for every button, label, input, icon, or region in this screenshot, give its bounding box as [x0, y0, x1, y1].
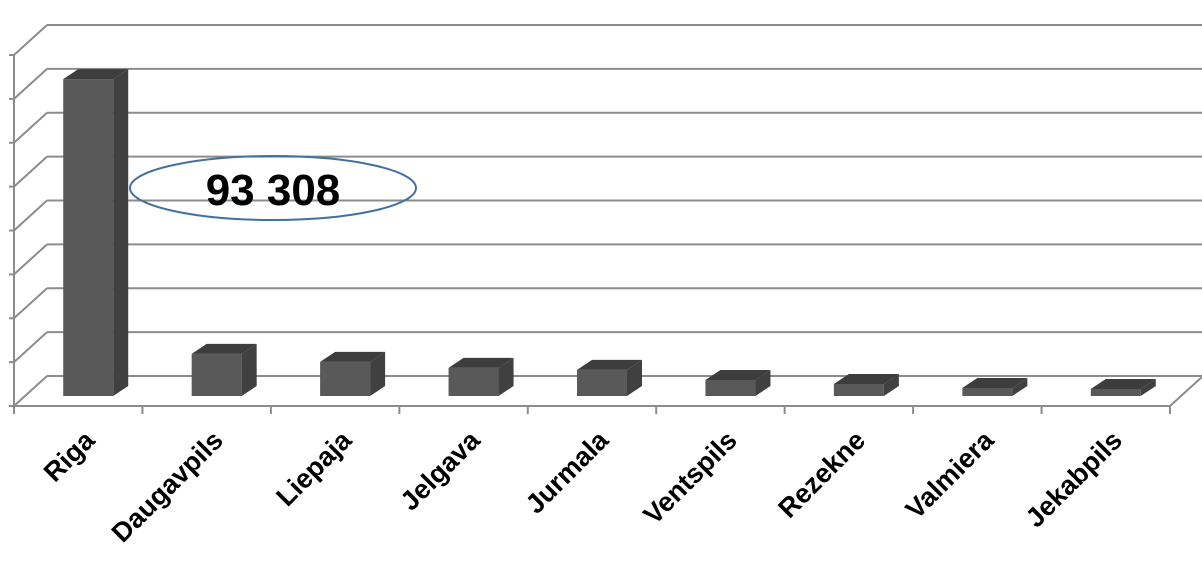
bar-front: [448, 367, 499, 396]
bar-side: [1140, 378, 1156, 396]
bar-side: [241, 343, 257, 396]
bar-jelgava: [448, 357, 514, 396]
gridline-side: [13, 287, 48, 319]
bar-top: [962, 377, 1028, 388]
x-tick-labels: Riga Daugavpils Liepaja Jelgava Jurmala Vents…: [38, 424, 1128, 548]
bar-top: [1090, 378, 1156, 389]
bar-top: [577, 359, 642, 370]
callout-ellipse: [129, 155, 417, 221]
bar-side: [370, 351, 386, 396]
gridline-side: [13, 199, 48, 232]
gridline-side: [13, 155, 48, 188]
bar-liepaja: [320, 351, 386, 396]
x-tick-label: Rezekne: [772, 425, 871, 524]
x-tick-label: Valmiera: [900, 424, 1000, 524]
bar-valmiera: [962, 377, 1028, 396]
bar-jurmala: [577, 359, 642, 396]
axes: [9, 54, 1202, 414]
x-tick-label: Jelgava: [395, 424, 487, 516]
bar-front: [577, 369, 627, 396]
bar-top: [833, 373, 899, 384]
bar-front: [1090, 388, 1141, 396]
bar-top: [63, 69, 129, 80]
bar-side: [627, 359, 642, 396]
gridline-side: [13, 24, 48, 56]
floor-edge: [1169, 375, 1202, 407]
callout: 93 308: [129, 155, 417, 221]
bar-top: [191, 343, 257, 354]
bar-rezekne: [833, 373, 899, 396]
bars: [63, 69, 1156, 397]
bar-front: [705, 379, 756, 396]
bar-front: [320, 361, 371, 396]
x-tick-label: Riga: [38, 424, 101, 487]
gridline-side: [13, 243, 48, 276]
gridlines: [13, 24, 1202, 407]
x-tick-label: Ventspils: [638, 425, 743, 530]
bar-front: [63, 79, 114, 397]
bar-side: [1012, 377, 1028, 396]
gridline-side: [13, 331, 48, 363]
gridline-side: [13, 112, 48, 144]
bar-front: [833, 383, 884, 396]
bar-jekabpils: [1090, 378, 1156, 396]
bar-front: [962, 387, 1013, 396]
bar-side: [883, 373, 899, 396]
bar-top: [448, 357, 514, 368]
bar-side: [755, 369, 771, 396]
bar-daugavpils: [191, 343, 257, 396]
x-tick-label: Daugavpils: [106, 425, 229, 548]
gridline-side: [13, 68, 48, 100]
bar-front: [191, 353, 242, 396]
bar-top: [320, 351, 386, 362]
x-tick-label: Jurmala: [520, 424, 615, 519]
gridline-side: [13, 375, 48, 407]
x-tick-label: Jekabpils: [1020, 425, 1128, 533]
bar-side: [498, 357, 514, 396]
callout-value: 93 308: [206, 166, 341, 215]
bar-ventspils: [705, 369, 771, 396]
x-tick-label: Liepaja: [270, 424, 358, 512]
bar-top: [705, 369, 771, 380]
bar-side: [113, 69, 129, 397]
bar-riga: [63, 69, 129, 397]
